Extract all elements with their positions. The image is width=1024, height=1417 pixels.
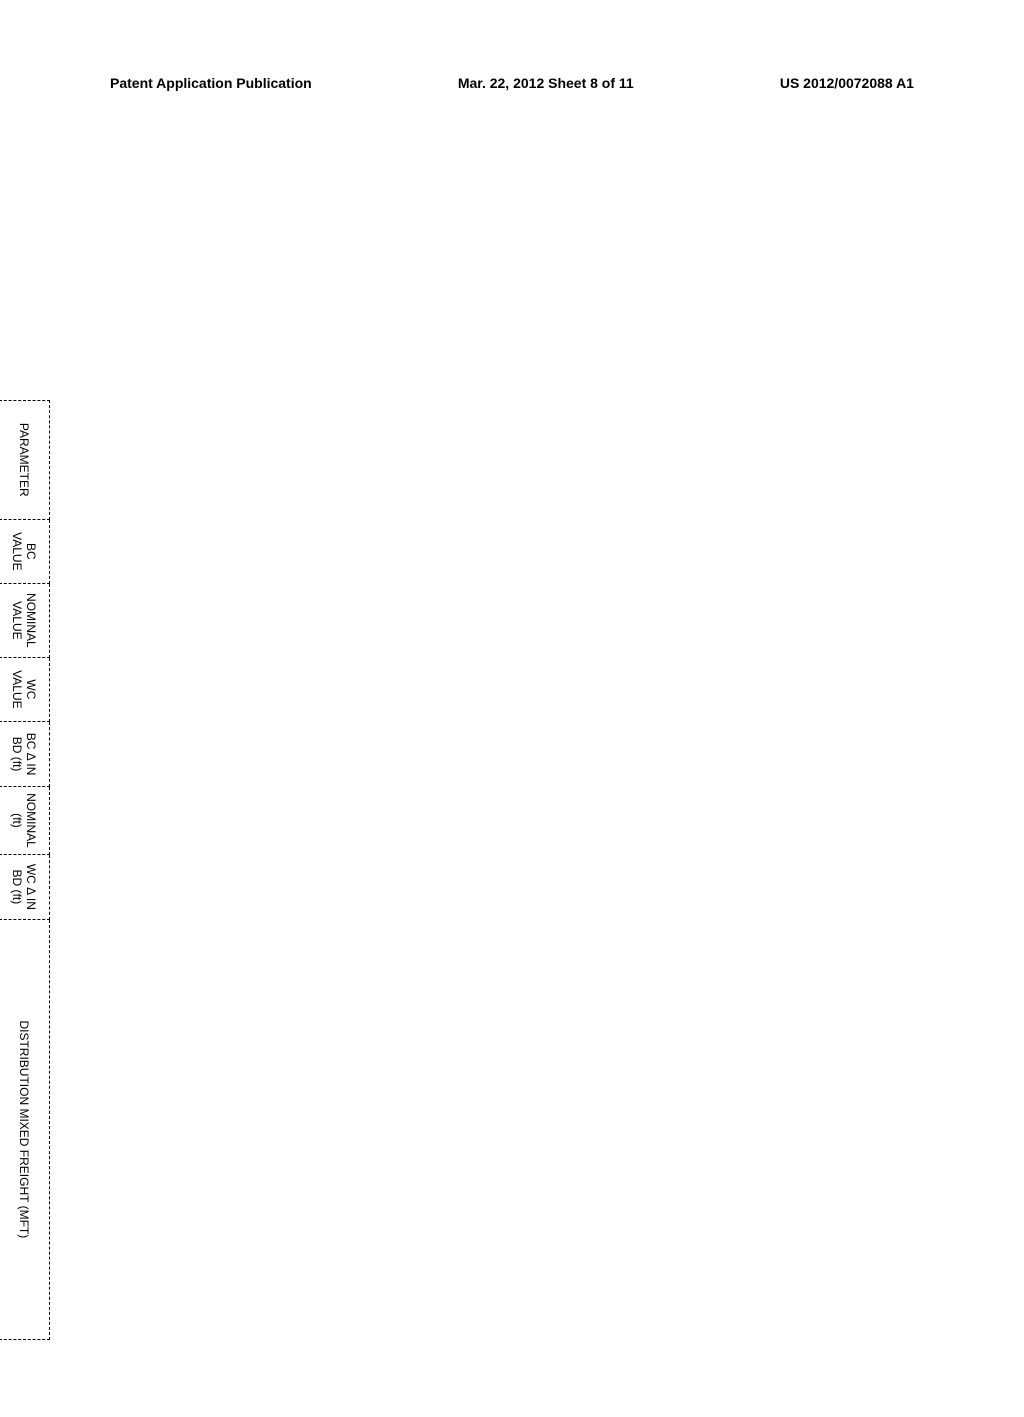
col-nominal-value: NOMINAL VALUE [0, 584, 50, 657]
rotated-figure-container: PARAMETER BC VALUE NOMINAL VALUE WC VALU… [0, 400, 50, 1340]
parameter-table: PARAMETER BC VALUE NOMINAL VALUE WC VALU… [0, 400, 50, 1340]
col-bc-delta: BC Δ IN BD (ft) [0, 722, 50, 787]
page-header: Patent Application Publication Mar. 22, … [0, 75, 1024, 91]
table-header-row: PARAMETER BC VALUE NOMINAL VALUE WC VALU… [0, 401, 50, 1340]
col-bc-value: BC VALUE [0, 519, 50, 584]
header-center: Mar. 22, 2012 Sheet 8 of 11 [458, 75, 634, 91]
col-wc-value: WC VALUE [0, 657, 50, 722]
header-right: US 2012/0072088 A1 [780, 75, 914, 91]
col-nominal-ft: NOMINAL (ft) [0, 786, 50, 854]
header-left: Patent Application Publication [110, 75, 312, 91]
col-wc-delta: WC Δ IN BD (ft) [0, 855, 50, 920]
col-distribution: DISTRIBUTION MIXED FREIGHT (MFT) [0, 919, 50, 1339]
col-parameter: PARAMETER [0, 401, 50, 520]
